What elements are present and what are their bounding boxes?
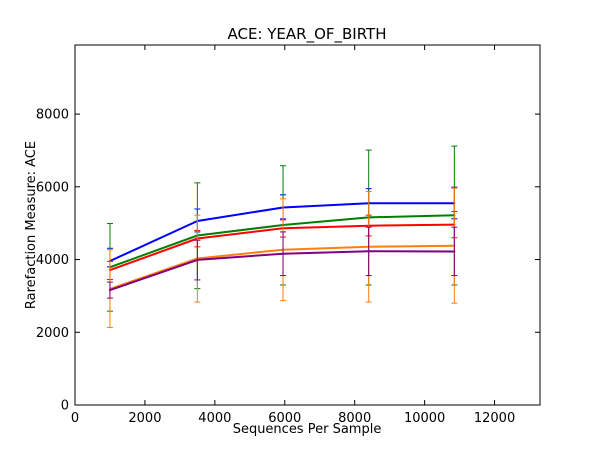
x-tick-label-3: 6000 bbox=[268, 411, 301, 426]
x-axis-label: Sequences Per Sample bbox=[233, 422, 382, 437]
y-tick-label-1: 2000 bbox=[36, 326, 69, 341]
x-tick-label-4: 8000 bbox=[338, 411, 371, 426]
series-4 bbox=[106, 226, 458, 299]
y-tick-label-2: 4000 bbox=[36, 253, 69, 268]
x-tick-label-5: 10000 bbox=[404, 411, 445, 426]
series-4-point-3 bbox=[367, 250, 370, 253]
series-layer bbox=[106, 145, 458, 329]
x-tick-label-2: 4000 bbox=[198, 411, 231, 426]
x-tick-label-0: 0 bbox=[71, 411, 79, 426]
x-tick-label-1: 2000 bbox=[128, 411, 161, 426]
chart-title: ACE: YEAR_OF_BIRTH bbox=[227, 25, 386, 44]
series-3 bbox=[106, 187, 458, 329]
series-4-point-1 bbox=[196, 258, 199, 261]
x-tick-label-6: 12000 bbox=[474, 411, 515, 426]
series-4-point-4 bbox=[453, 250, 456, 253]
ticks-layer: 0 2000 4000 6000 8000 10000 12000 0 2000 4000 6000… bbox=[36, 45, 540, 426]
series-1-line bbox=[109, 214, 455, 269]
plot-frame bbox=[74, 44, 541, 406]
series-4-point-0 bbox=[108, 289, 111, 292]
y-tick-label-3: 6000 bbox=[36, 180, 69, 195]
y-tick-label-0: 0 bbox=[61, 399, 69, 414]
y-axis-label: Rarefaction Measure: ACE bbox=[24, 141, 39, 309]
y-tick-label-4: 8000 bbox=[36, 108, 69, 123]
series-4-point-2 bbox=[282, 252, 285, 255]
